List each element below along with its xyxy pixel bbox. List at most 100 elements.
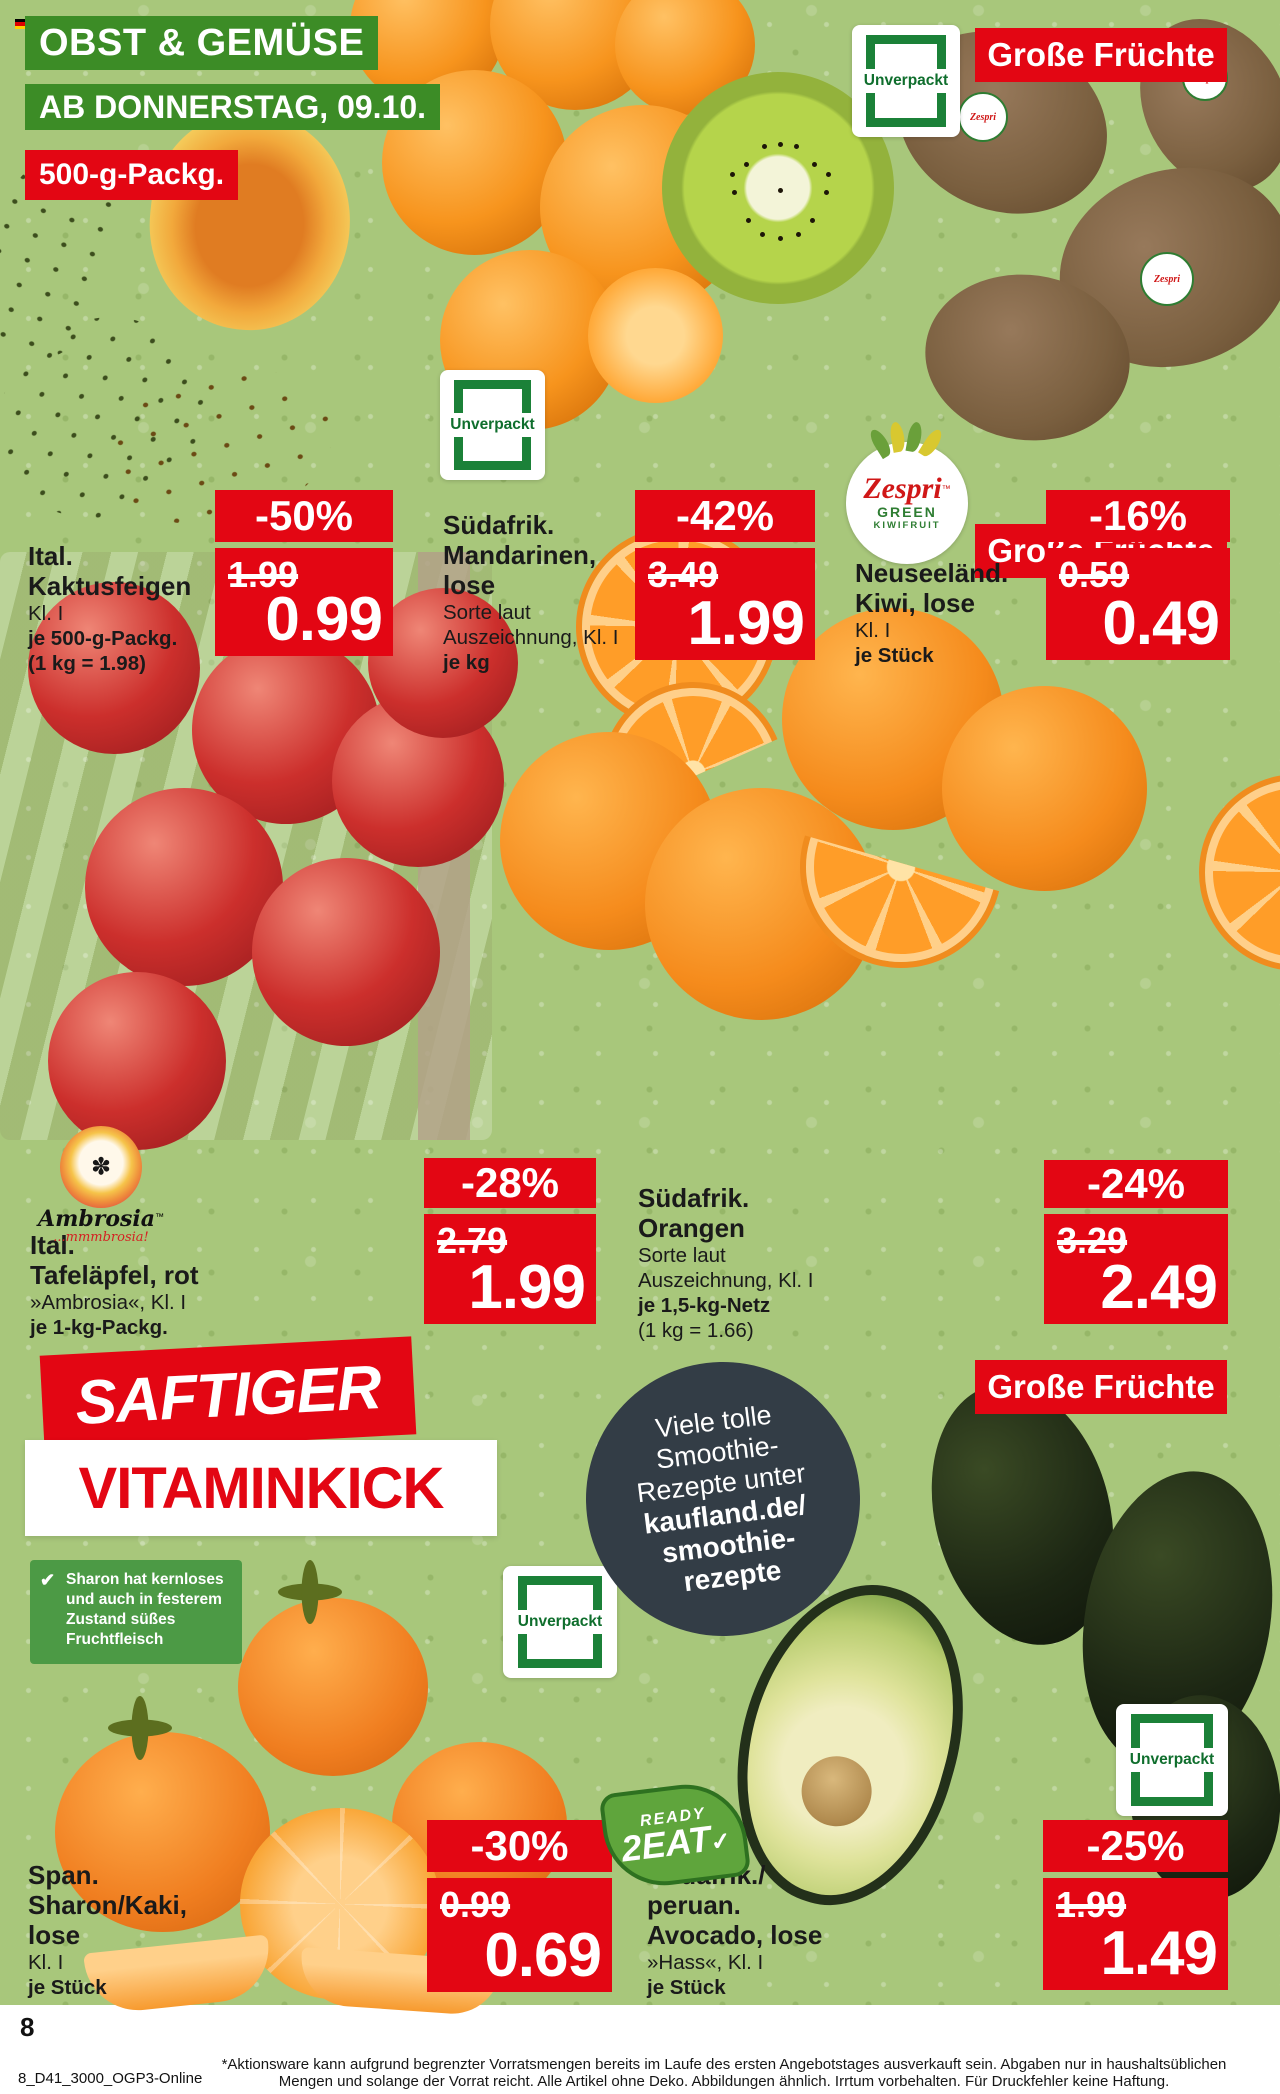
discount-badge-kaktusfeigen: -50% <box>215 490 393 542</box>
ambrosia-tm: ™ <box>155 1211 164 1222</box>
unverpackt-label: Unverpackt <box>506 1610 614 1634</box>
discount-text: -24% <box>1086 1160 1186 1207</box>
product-info-kaktusfeigen: Ital. Kaktusfeigen Kl. I je 500-g-Packg.… <box>28 541 191 676</box>
page-title: OBST & GEMÜSE <box>25 16 379 70</box>
product-name-line: Mandarinen, <box>443 540 597 570</box>
product-name-line: Südafrik. <box>638 1183 750 1213</box>
grosse-fruechte-text: Große Früchte <box>987 36 1215 73</box>
product-detail-line: »Ambrosia«, Kl. I <box>30 1291 187 1314</box>
product-detail-line: je 500-g-Packg. <box>28 627 178 650</box>
zespri-sticker: Zespri <box>1140 252 1194 306</box>
footer <box>0 2005 1280 2094</box>
current-price: 1.99 <box>687 589 805 658</box>
promo-banner-vitaminkick: VITAMINKICK <box>25 1440 497 1536</box>
apple-photo <box>85 788 283 986</box>
product-detail-line: »Hass«, Kl. I <box>647 1951 764 1974</box>
old-price: 3.49 <box>648 554 719 595</box>
page-number: 8 <box>20 2012 35 2042</box>
product-detail-line: je kg <box>443 651 490 674</box>
discount-badge-sharon: -30% <box>427 1820 612 1872</box>
zespri-tm: ™ <box>941 483 951 494</box>
discount-text: -25% <box>1086 1822 1185 1869</box>
product-name-line: Orangen <box>638 1213 745 1243</box>
sharon-info-box: ✔ Sharon hat kernloses und auch in feste… <box>30 1560 242 1664</box>
unverpackt-badge: Unverpackt <box>440 370 545 480</box>
product-unit-price: (1 kg = 1.98) <box>28 652 146 675</box>
product-name-line: Sharon/Kaki, <box>28 1890 187 1920</box>
grosse-fruechte-text: Große Früchte <box>987 1368 1215 1405</box>
unverpackt-label: Unverpackt <box>443 413 542 437</box>
current-price: 1.49 <box>1100 1919 1218 1988</box>
current-price: 1.99 <box>468 1253 586 1322</box>
old-price: 0.59 <box>1059 554 1130 595</box>
price-box-sharon: 0.99 0.69 <box>427 1878 612 1992</box>
apple-core-icon: ✽ <box>90 1153 112 1181</box>
unverpackt-label: Unverpackt <box>855 69 957 93</box>
grosse-fruechte-badge: Große Früchte <box>975 28 1227 82</box>
product-detail-line: Sorte laut <box>638 1244 726 1267</box>
apple-photo <box>28 582 200 754</box>
unverpackt-label: Unverpackt <box>1119 1748 1225 1772</box>
product-unit-price: (1 kg = 1.66) <box>638 1319 754 1342</box>
zespri-sticker-text: Zespri <box>969 111 997 123</box>
discount-badge-mandarinen: -42% <box>635 490 815 542</box>
product-detail-line: Kl. I <box>28 1951 64 1974</box>
pack-size-text: 500-g-Packg. <box>39 158 225 191</box>
zespri-sticker-text: Zespri <box>1153 273 1181 285</box>
product-name-line: Kaktusfeigen <box>28 571 192 601</box>
price-box-avocado: 1.99 1.49 <box>1043 1878 1228 1990</box>
sharon-photo <box>55 1732 270 1932</box>
product-detail-line: je Stück <box>28 1976 107 1999</box>
product-name-line: Kiwi, lose <box>855 588 975 618</box>
sharon-photo <box>238 1598 428 1776</box>
product-name-line: Ital. <box>30 1230 75 1260</box>
product-detail-line: je 1,5-kg-Netz <box>638 1294 771 1317</box>
sharon-info-line: und auch in festerem <box>66 1591 222 1608</box>
discount-badge-orangen: -24% <box>1044 1160 1228 1208</box>
price-box-kiwi: 0.59 0.49 <box>1046 548 1230 660</box>
validity-text: AB DONNERSTAG, 09.10. <box>39 89 427 125</box>
old-price: 0.99 <box>440 1884 511 1925</box>
old-price: 1.99 <box>228 554 299 595</box>
product-name-line: peruan. <box>647 1890 741 1920</box>
page-title-text: OBST & GEMÜSE <box>39 22 365 64</box>
zespri-sticker: Zespri <box>958 92 1008 142</box>
product-info-sharon: Span. Sharon/Kaki, lose Kl. I je Stück <box>28 1860 187 2000</box>
product-detail-line: Auszeichnung, Kl. I <box>638 1269 814 1292</box>
current-price: 0.99 <box>265 585 383 654</box>
avocado-pit <box>792 1748 880 1835</box>
discount-badge-avocado: -25% <box>1043 1820 1228 1872</box>
product-info-kiwi: Neuseeländ. Kiwi, lose Kl. I je Stück <box>855 558 1008 668</box>
ambrosia-name: Ambrosia <box>38 1206 155 1232</box>
kiwi-seeds <box>778 188 783 193</box>
promo-banner-saftiger: SAFTIGER <box>39 1336 417 1454</box>
sharon-info-line: Sharon hat kernloses <box>66 1571 224 1588</box>
checkmark-icon: ✔ <box>40 1570 56 1590</box>
product-detail-line: je 1-kg-Packg. <box>30 1316 168 1339</box>
zespri-sub1: GREEN <box>877 504 937 520</box>
grosse-fruechte-badge: Große Früchte <box>975 1360 1227 1414</box>
price-box-tafelaepfel: 2.79 1.99 <box>424 1214 596 1324</box>
ready2eat-check-icon: ✓ <box>709 1826 733 1857</box>
product-info-mandarinen: Südafrik. Mandarinen, lose Sorte laut Au… <box>443 510 619 675</box>
sharon-info-text: Sharon hat kernloses und auch in festere… <box>66 1570 224 1656</box>
product-name-line: lose <box>443 570 496 600</box>
discount-text: -42% <box>675 492 775 539</box>
unverpackt-badge: Unverpackt <box>1116 1704 1228 1816</box>
product-detail-line: Kl. I <box>28 602 64 625</box>
current-price: 2.49 <box>1100 1253 1218 1322</box>
promo-headline1: SAFTIGER <box>73 1352 383 1438</box>
product-name-line: Neuseeländ. <box>855 558 1009 588</box>
unverpackt-badge: Unverpackt <box>852 25 960 137</box>
zespri-name: Zespri <box>863 472 942 505</box>
product-info-orangen: Südafrik. Orangen Sorte laut Auszeichnun… <box>638 1183 814 1343</box>
zespri-sub2: KIWIFRUIT <box>873 520 941 531</box>
orange-photo <box>942 686 1147 891</box>
old-price: 2.79 <box>437 1220 508 1261</box>
product-detail-line: Sorte laut <box>443 601 531 624</box>
price-box-orangen: 3.29 2.49 <box>1044 1214 1228 1324</box>
unverpackt-badge: Unverpackt <box>503 1566 617 1678</box>
promo-headline2: VITAMINKICK <box>78 1455 445 1521</box>
product-detail-line: je Stück <box>855 644 934 667</box>
product-name-line: Ital. <box>28 541 73 571</box>
